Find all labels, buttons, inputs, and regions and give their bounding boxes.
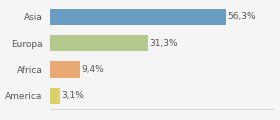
Text: 56,3%: 56,3% <box>227 12 256 21</box>
Text: 3,1%: 3,1% <box>62 91 85 100</box>
Bar <box>50 35 148 51</box>
Bar <box>50 88 60 104</box>
Bar <box>50 9 226 25</box>
Bar <box>50 61 80 78</box>
Text: 31,3%: 31,3% <box>149 39 178 48</box>
Text: 9,4%: 9,4% <box>81 65 104 74</box>
